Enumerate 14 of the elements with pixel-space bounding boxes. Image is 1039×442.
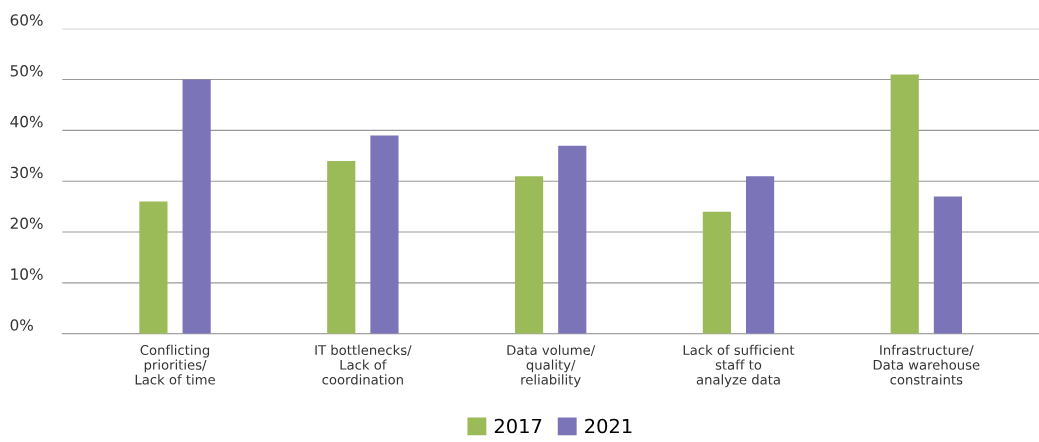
y-tick-label: 50%	[10, 65, 43, 77]
x-tick-label: Infrastructure/ Data warehouse constraints	[873, 344, 980, 385]
y-tick-label: 20%	[10, 217, 43, 230]
x-tick-label: Data volume/ quality/ reliability	[507, 344, 596, 388]
y-tick-label: 40%	[10, 115, 43, 128]
legend-label: 2017	[494, 418, 542, 434]
x-tick-label: IT bottlenecks/ Lack of coordination	[315, 344, 412, 385]
x-tick-label: Lack of sufficient staff to analyze data	[683, 344, 795, 388]
x-tick-label: Conflicting priorities/ Lack of time	[135, 344, 215, 385]
legend-label: 2021	[585, 418, 632, 434]
y-tick-label: 10%	[11, 268, 43, 280]
y-tick-label: 60%	[10, 14, 43, 26]
y-tick-label: 0%	[10, 319, 33, 331]
y-tick-label: 30%	[10, 166, 43, 179]
